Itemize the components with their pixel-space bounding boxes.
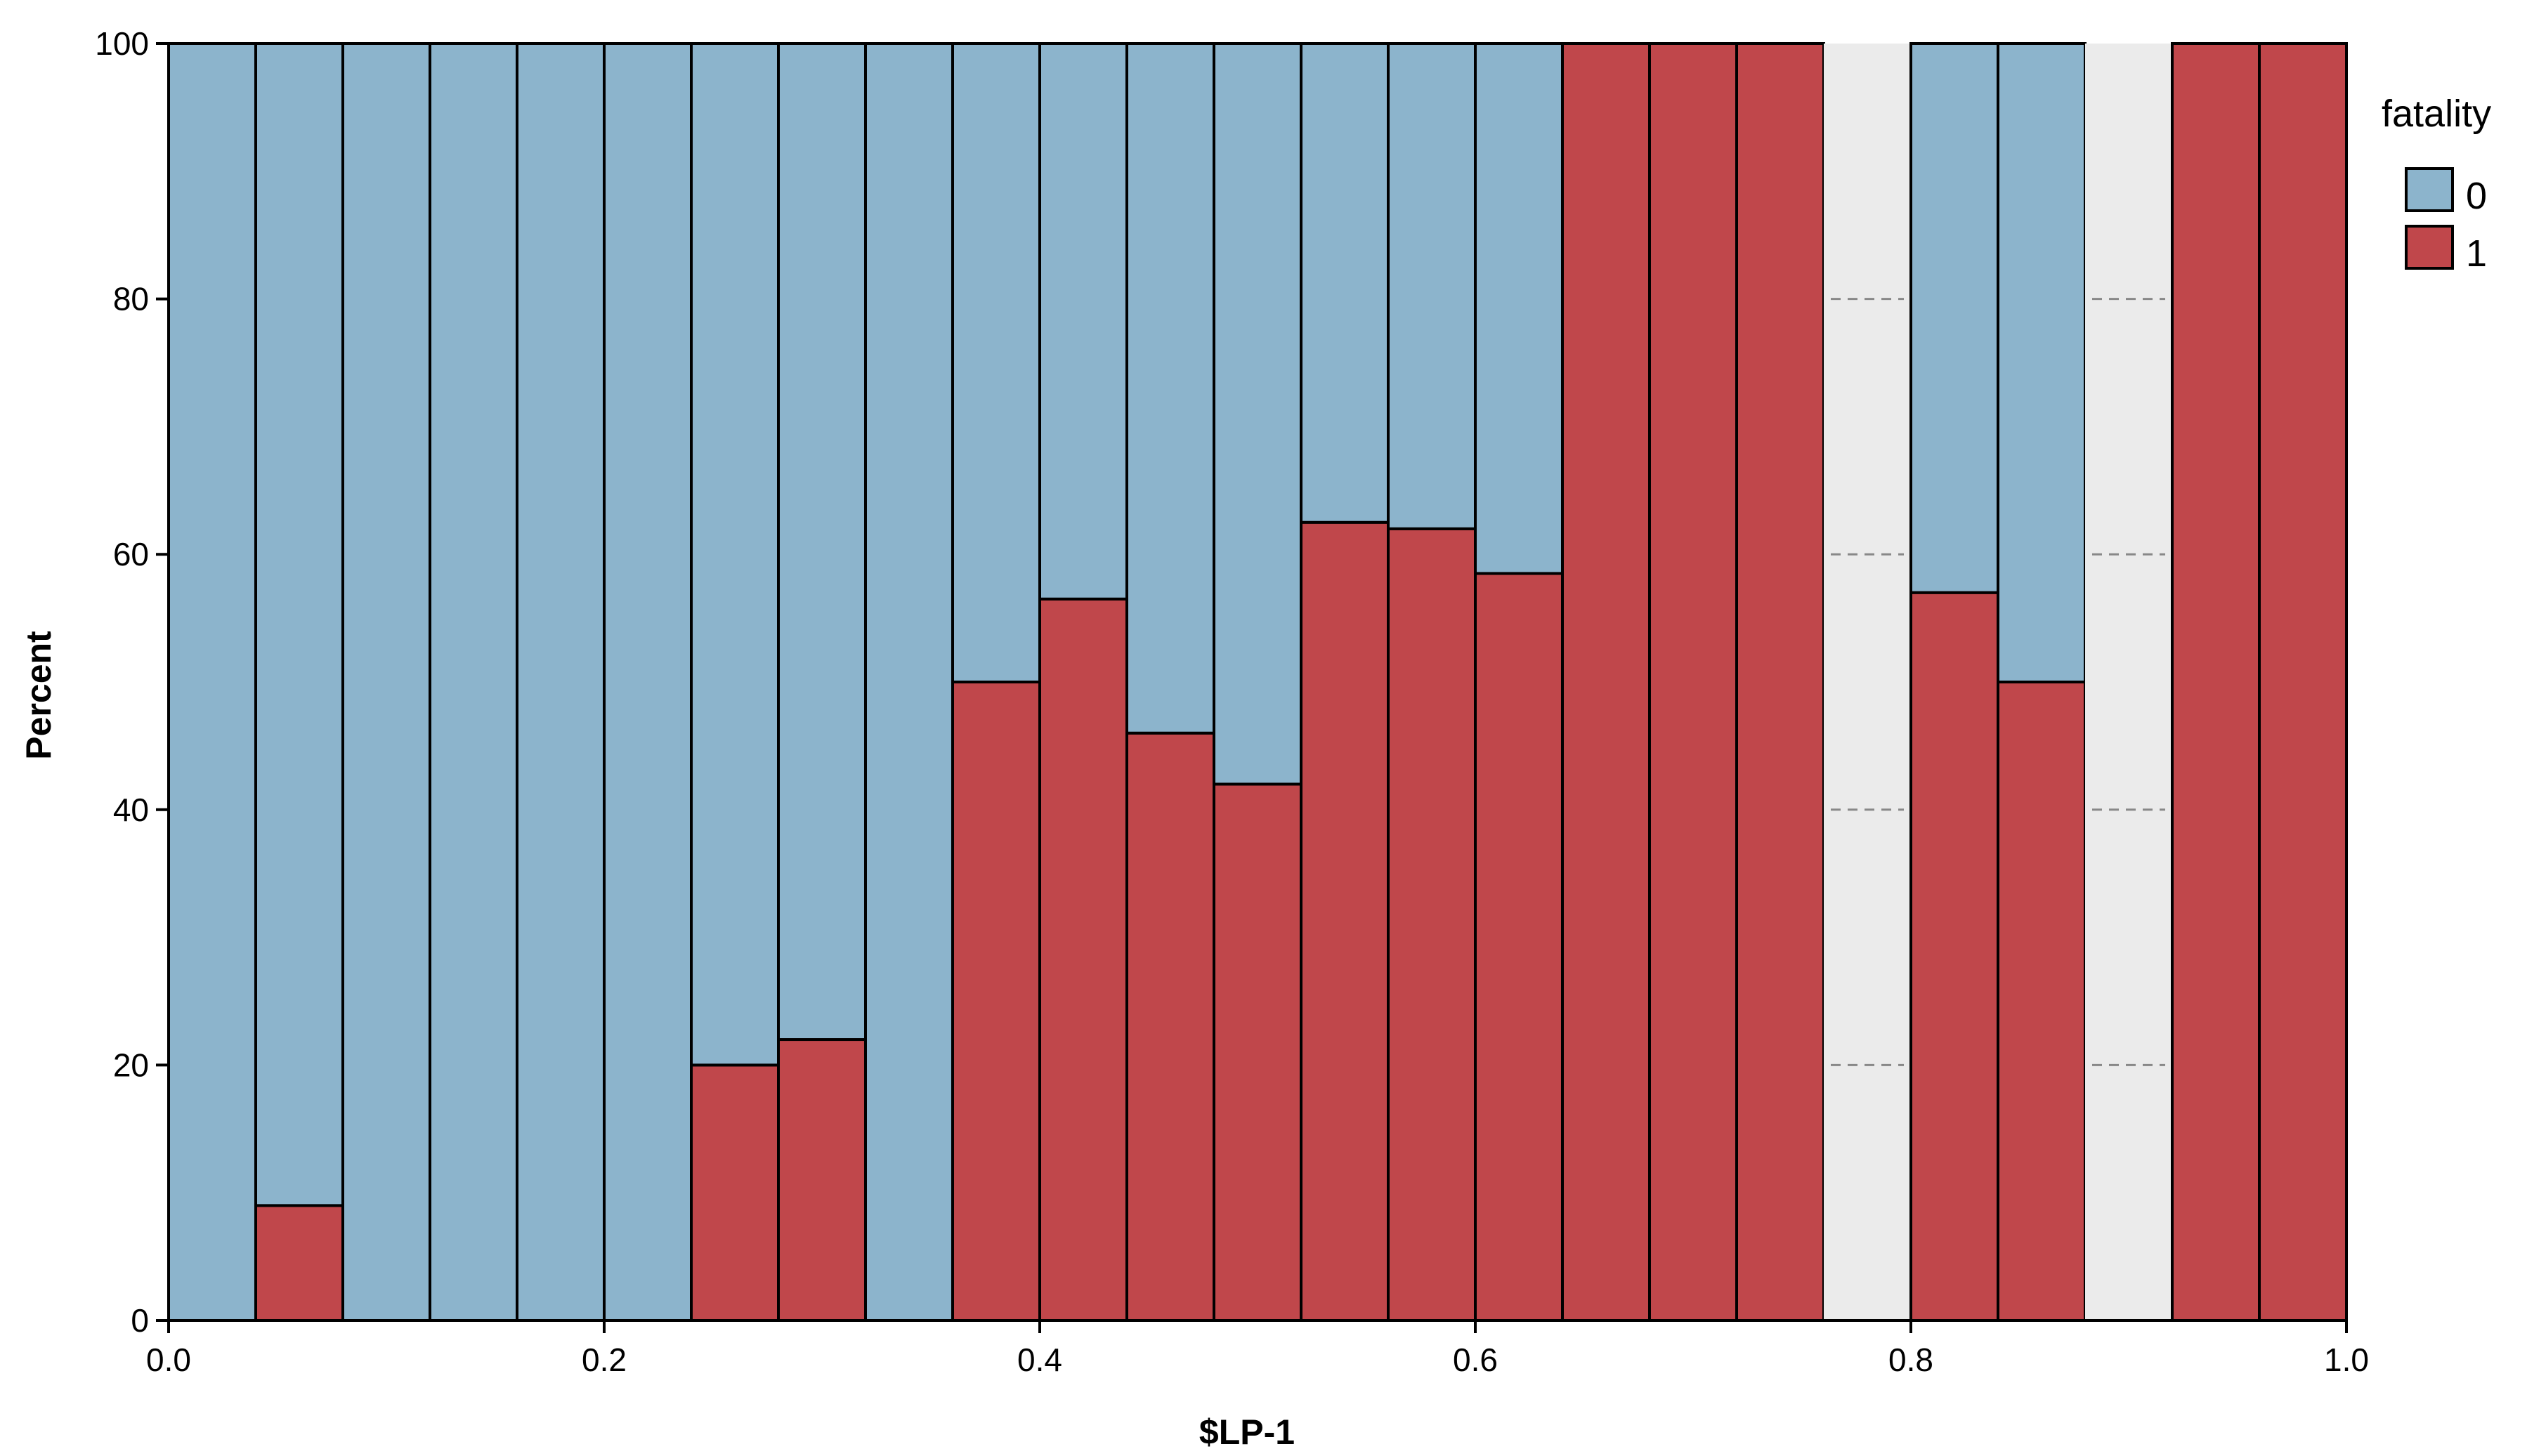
bar-segment-0 (341, 42, 431, 1322)
bar-segment-1 (254, 1204, 344, 1322)
bar-segment-1 (1997, 681, 2087, 1322)
bars-group (167, 42, 2348, 1323)
bar-segment-1 (1735, 42, 1825, 1322)
bar-segment-1 (1387, 527, 1477, 1323)
legend-swatch-0 (2405, 167, 2454, 212)
x-tick-label: 1.0 (2324, 1342, 2369, 1378)
empty-bin-gridlines (1831, 298, 2165, 1066)
axes-group (156, 42, 2348, 1333)
bar-segment-0 (1038, 42, 1128, 601)
y-tick-label: 40 (113, 792, 149, 828)
y-tick-labels: 0 20 40 60 80 100 (95, 25, 149, 1339)
y-tick-label: 20 (113, 1047, 149, 1083)
bar-segment-1 (1648, 42, 1738, 1322)
bar-segment-1 (1474, 572, 1564, 1322)
bar-segment-1 (1213, 782, 1302, 1322)
y-tick-label: 100 (95, 25, 149, 62)
x-tick-label: 0.6 (1453, 1342, 1498, 1378)
legend-swatch-1 (2405, 225, 2454, 270)
empty-bin-22 (2085, 44, 2172, 1320)
bar-segment-0 (429, 42, 518, 1322)
bar-segment-0 (1213, 42, 1302, 786)
bar-segment-1 (2171, 42, 2261, 1322)
bar-segment-0 (254, 42, 344, 1207)
bar-segment-0 (1997, 42, 2087, 683)
legend-label-0: 0 (2466, 175, 2487, 217)
x-tick-label: 0.8 (1888, 1342, 1933, 1378)
legend-label-1: 1 (2466, 232, 2487, 275)
y-tick-label: 0 (131, 1302, 149, 1339)
legend: fatality 0 1 (2382, 93, 2491, 275)
bar-segment-0 (167, 42, 257, 1322)
bar-segment-0 (864, 42, 954, 1322)
bar-segment-1 (2258, 42, 2348, 1322)
bar-segment-0 (1909, 42, 1999, 594)
bar-segment-0 (690, 42, 780, 1067)
x-axis-title: $LP-1 (1199, 1412, 1295, 1452)
bar-segment-1 (690, 1063, 780, 1323)
x-tick-labels: 0.0 0.2 0.4 0.6 0.8 1.0 (146, 1342, 2369, 1378)
bar-segment-0 (516, 42, 606, 1322)
bar-segment-0 (777, 42, 867, 1042)
y-tick-label: 80 (113, 281, 149, 317)
x-tick-label: 0.0 (146, 1342, 191, 1378)
x-tick-label: 0.4 (1017, 1342, 1062, 1378)
bar-segment-0 (1300, 42, 1390, 524)
y-tick-label: 60 (113, 536, 149, 572)
y-axis-title: Percent (19, 631, 58, 760)
bar-segment-0 (603, 42, 693, 1322)
bar-segment-1 (777, 1038, 867, 1323)
bar-segment-0 (951, 42, 1041, 683)
bar-segment-0 (1387, 42, 1477, 530)
bar-segment-0 (1474, 42, 1564, 575)
empty-bin-19 (1824, 44, 1911, 1320)
legend-title: fatality (2382, 93, 2491, 135)
bar-segment-1 (1909, 591, 1999, 1322)
bar-segment-1 (1300, 520, 1390, 1322)
bar-segment-1 (1561, 42, 1651, 1322)
bar-segment-0 (1125, 42, 1215, 735)
bar-segment-1 (1125, 731, 1215, 1322)
x-tick-label: 0.2 (582, 1342, 627, 1378)
bar-segment-1 (951, 681, 1041, 1322)
bar-segment-1 (1038, 597, 1128, 1323)
